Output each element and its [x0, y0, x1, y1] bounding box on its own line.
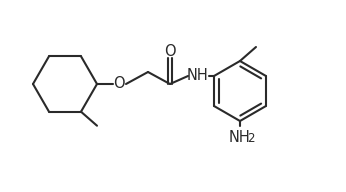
Text: 2: 2 [247, 132, 255, 146]
Text: O: O [113, 76, 125, 92]
Text: O: O [164, 44, 176, 59]
Text: NH: NH [187, 69, 209, 84]
Text: NH: NH [229, 129, 251, 145]
